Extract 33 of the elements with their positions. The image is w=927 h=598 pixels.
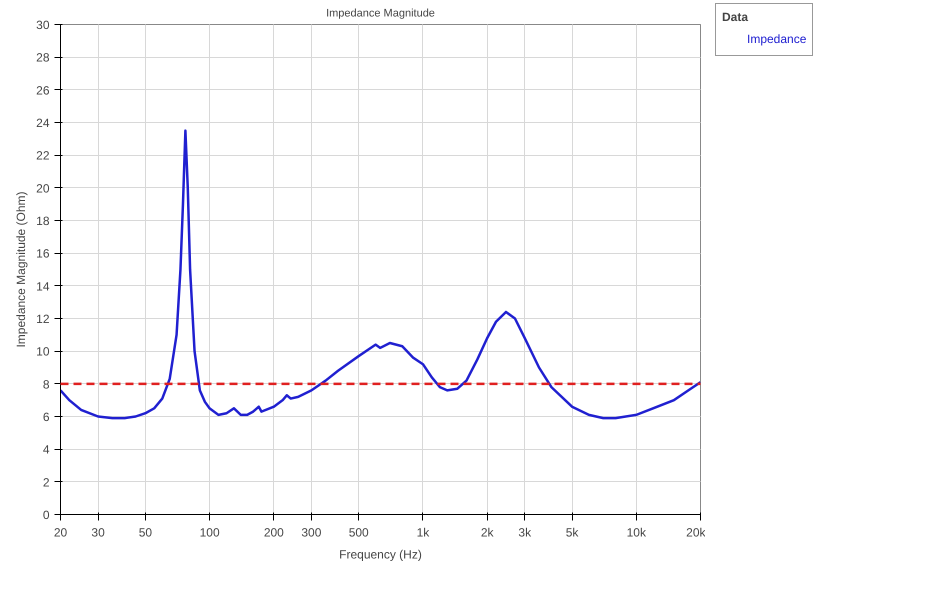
text: Impedance	[747, 32, 806, 46]
chart-title: Impedance Magnitude	[326, 8, 435, 20]
y-tick-label: 0	[42, 508, 50, 522]
y-tick-label: 12	[36, 312, 50, 326]
x-tick-label: 500	[348, 526, 370, 540]
y-tick-label: 2	[42, 475, 50, 490]
y-tick-label: 30	[36, 18, 50, 32]
x-tick-label: 50	[138, 526, 152, 540]
x-tick-label: 30	[91, 526, 106, 540]
x-tick-label: 5k	[566, 526, 580, 540]
legend-title: Data	[722, 10, 750, 24]
y-tick-label: 26	[36, 83, 50, 98]
x-tick-label: 200	[264, 526, 284, 540]
y-tick-label: 8	[42, 377, 50, 392]
y-axis-title: Impedance Magnitude (Ohm)	[14, 191, 28, 348]
x-tick-label: 1k	[416, 526, 430, 540]
x-tick-label: 20	[54, 526, 68, 540]
y-tick-label: 14	[36, 279, 50, 294]
x-tick-label: 3k	[518, 526, 532, 540]
y-tick-label: 4	[42, 442, 50, 457]
x-axis-title: Frequency (Hz)	[339, 548, 422, 562]
y-tick-label: 28	[36, 50, 50, 65]
x-tick-label: 300	[301, 526, 322, 540]
y-tick-label: 22	[36, 148, 50, 163]
y-tick-label: 18	[36, 214, 50, 228]
y-tick-label: 20	[36, 181, 50, 196]
y-tick-label: 24	[36, 116, 50, 130]
x-tick-label: 100	[200, 526, 220, 540]
y-tick-label: 16	[36, 246, 50, 261]
x-tick-label: 10k	[626, 526, 647, 540]
y-tick-label: 6	[42, 410, 50, 424]
x-tick-label: 2k	[480, 526, 495, 540]
y-tick-label: 10	[36, 344, 50, 359]
